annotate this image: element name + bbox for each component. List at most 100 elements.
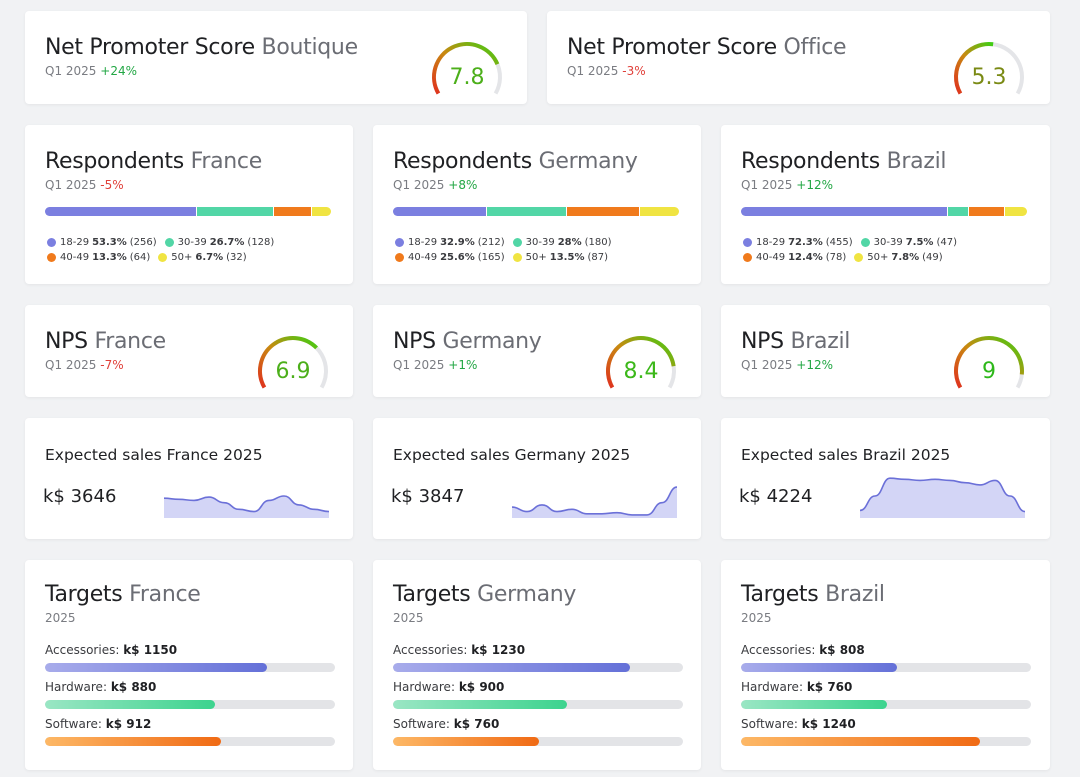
target-progress-fill: [741, 700, 888, 709]
targets-card-brazil: Targets Brazil 2025 Accessories: k$ 808 Har…: [721, 560, 1050, 770]
target-label: Accessories: k$ 808: [741, 643, 865, 657]
target-progress-fill: [45, 663, 267, 672]
target-label: Software: k$ 1240: [741, 717, 856, 731]
legend-dot: [395, 238, 404, 247]
legend-dot: [854, 253, 864, 262]
target-progress-track: [741, 663, 1031, 672]
target-label: Hardware: k$ 900: [393, 680, 505, 694]
age-segment-30-39: [947, 207, 970, 216]
nps-gauge: 7.8: [427, 37, 507, 97]
sales-card-france: Expected sales France 2025 k$ 3646: [25, 418, 353, 539]
age-segment-40-49: [273, 207, 312, 216]
legend-dot: [743, 253, 752, 262]
target-progress-track: [45, 700, 335, 709]
target-progress-track: [393, 700, 683, 709]
legend-dot: [395, 253, 404, 262]
gauge-score: 9: [982, 359, 996, 384]
target-progress-track: [393, 737, 683, 746]
target-progress-track: [393, 663, 683, 672]
nps-gauge: 5.3: [949, 37, 1029, 97]
target-row: Accessories: k$ 1230: [393, 643, 683, 672]
sales-sparkline: [164, 495, 329, 518]
respondents-card-brazil: Respondents Brazil Q1 2025 +12% 18-29 72.3%…: [721, 125, 1050, 284]
sparkline-area: [860, 478, 1025, 518]
respondents-card-germany: Respondents Germany Q1 2025 +8% 18-29 32.9%…: [373, 125, 701, 284]
target-progress-fill: [393, 737, 540, 746]
sales-title: Expected sales Germany 2025: [393, 446, 631, 464]
gauge-fill: [954, 42, 994, 95]
gauge-fill: [432, 42, 500, 95]
target-row: Software: k$ 1240: [741, 717, 1031, 746]
card-title: Net Promoter Score Office: [567, 35, 847, 60]
sparkline-line: [860, 477, 1025, 513]
target-label: Accessories: k$ 1150: [45, 643, 178, 657]
target-progress-track: [45, 737, 335, 746]
card-subtitle: Q1 2025 +12%: [741, 358, 833, 372]
sales-title: Expected sales France 2025: [45, 446, 263, 464]
legend-item: 40-49 25.6% (165): [395, 252, 505, 263]
gauge-fill: [258, 336, 319, 389]
target-label: Software: k$ 760: [393, 717, 500, 731]
change-badge: +1%: [448, 358, 478, 372]
age-distribution-bar: [741, 207, 1027, 216]
legend-dot: [47, 253, 56, 262]
age-segment-30-39: [197, 207, 274, 216]
target-label: Accessories: k$ 1230: [393, 643, 526, 657]
age-distribution-bar: [393, 207, 679, 216]
gauge-score: 5.3: [971, 65, 1007, 90]
legend-item: 40-49 13.3% (64): [47, 252, 150, 263]
card-title: Targets Germany: [393, 582, 577, 607]
gauge-arc: [954, 336, 1024, 389]
targets-card-france: Targets France 2025 Accessories: k$ 1150 Ha…: [25, 560, 353, 770]
legend-dot: [512, 238, 522, 247]
target-label: Hardware: k$ 760: [741, 680, 853, 694]
age-segment-18-29: [741, 207, 948, 216]
card-subtitle: Q1 2025 +8%: [393, 178, 478, 192]
card-title: Net Promoter Score Boutique: [45, 35, 358, 60]
target-progress-fill: [45, 700, 215, 709]
target-row: Hardware: k$ 760: [741, 680, 1031, 709]
legend-item: 18-29 53.3% (256): [47, 237, 157, 248]
card-subtitle: Q1 2025 -7%: [45, 358, 124, 372]
age-segment-50+: [1004, 207, 1027, 216]
gauge-arc: [258, 336, 328, 389]
sparkline-area: [512, 487, 677, 518]
target-progress-fill: [393, 663, 631, 672]
legend-item: 30-39 26.7% (128): [164, 237, 274, 248]
change-badge: -5%: [100, 178, 124, 192]
sales-title: Expected sales Brazil 2025: [741, 446, 951, 464]
card-subtitle: Q1 2025 -3%: [567, 64, 646, 78]
target-row: Accessories: k$ 808: [741, 643, 1031, 672]
card-title: Targets Brazil: [741, 582, 885, 607]
nps-gauge: 8.4: [601, 331, 681, 391]
legend-dot: [743, 238, 752, 247]
legend-item: 50+ 13.5% (87): [512, 252, 608, 263]
legend-item: 50+ 7.8% (49): [854, 252, 943, 263]
card-subtitle: 2025: [741, 611, 772, 625]
legend-dot: [860, 238, 870, 247]
sparkline-area: [164, 496, 329, 518]
legend-dot: [158, 253, 168, 262]
sales-value: k$ 3847: [391, 486, 465, 507]
age-legend: 18-29 53.3% (256) 30-39 26.7% (128) 40-49 13.3%…: [47, 235, 282, 265]
card-title: Respondents Brazil: [741, 149, 947, 174]
age-segment-18-29: [45, 207, 198, 216]
card-subtitle: Q1 2025 +24%: [45, 64, 137, 78]
target-progress-fill: [45, 737, 222, 746]
age-segment-30-39: [487, 207, 568, 216]
age-distribution-bar: [45, 207, 331, 216]
card-subtitle: Q1 2025 -5%: [45, 178, 124, 192]
age-segment-40-49: [969, 207, 1005, 216]
card-subtitle: Q1 2025 +1%: [393, 358, 478, 372]
nps-card-france: NPS France Q1 2025 -7% 6.9: [25, 305, 353, 397]
target-progress-fill: [393, 700, 567, 709]
target-label: Hardware: k$ 880: [45, 680, 157, 694]
card-title: NPS France: [45, 329, 166, 354]
card-title: Respondents France: [45, 149, 262, 174]
targets-card-germany: Targets Germany 2025 Accessories: k$ 1230 H…: [373, 560, 701, 770]
card-title: Targets France: [45, 582, 201, 607]
legend-dot: [512, 253, 522, 262]
sales-card-brazil: Expected sales Brazil 2025 k$ 4224: [721, 418, 1050, 539]
age-legend: 18-29 32.9% (212) 30-39 28% (180) 40-49 25.6% (1…: [395, 235, 620, 265]
age-segment-50+: [640, 207, 679, 216]
